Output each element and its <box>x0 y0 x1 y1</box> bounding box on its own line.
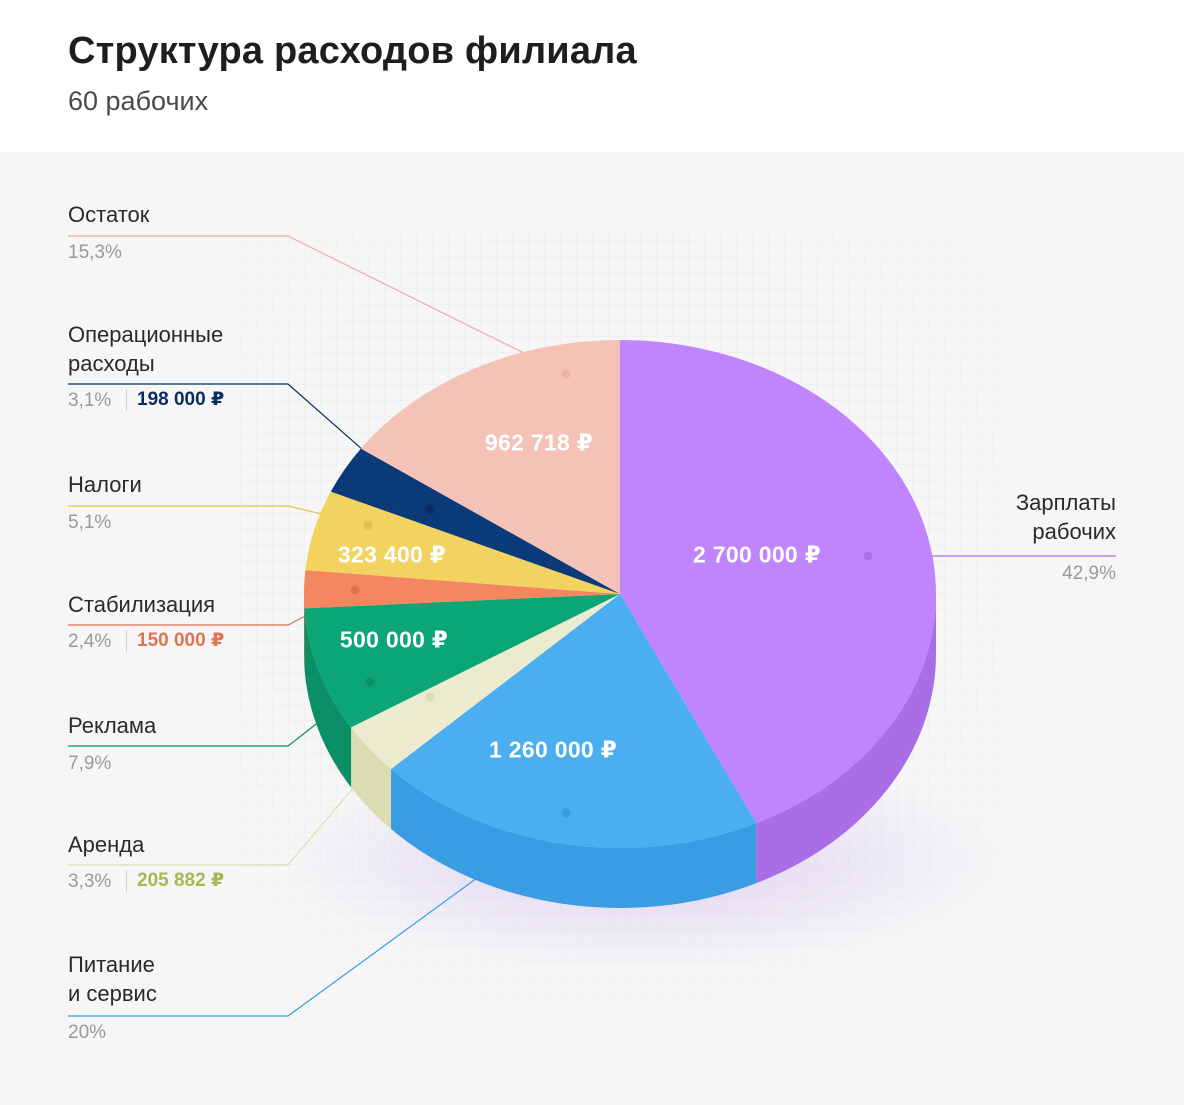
label-reklama: Реклама <box>68 713 157 738</box>
label-ostatok: Остаток <box>68 202 150 227</box>
pie-slice-stabilizaciya <box>304 570 620 609</box>
slice-value-zarplaty: 2 700 000 ₽ <box>692 541 822 568</box>
percent-pitanie: 20% <box>68 1022 107 1043</box>
label-stabilizaciya: Стабилизация <box>68 592 216 617</box>
leader-dot-zarplaty <box>863 551 873 561</box>
amount-stabilizaciya: 150 000 ₽ <box>126 630 224 652</box>
pie-slices <box>304 340 936 848</box>
slice-value-nalogi: 323 400 ₽ <box>337 541 447 568</box>
percent-stabilizaciya: 2,4% <box>68 631 112 652</box>
percent-arenda: 3,3% <box>68 871 112 892</box>
chart-subtitle: 60 рабочих <box>68 86 209 116</box>
leader-dots <box>350 369 873 818</box>
leader-dot-operacionnye <box>425 504 435 514</box>
pie-side-pitanie <box>391 769 757 908</box>
leader-line-pitanie <box>68 812 567 1017</box>
pie-sides <box>304 594 936 908</box>
label-pitanie: Питание и сервис <box>68 952 157 1006</box>
slice-value-reklama: 500 000 ₽ <box>339 626 449 653</box>
leader-dot-ostatok <box>561 369 571 379</box>
label-operacionnye: Операционные расходы <box>68 322 224 376</box>
percent-nalogi: 5,1% <box>68 512 112 533</box>
percent-reklama: 7,9% <box>68 753 112 774</box>
leader-dot-pitanie <box>561 808 571 818</box>
percent-zarplaty: 42,9% <box>1062 563 1116 584</box>
pie-slice-operacionnye <box>330 448 620 594</box>
pie-slice-zarplaty <box>620 340 936 824</box>
leader-dot-stabilizaciya <box>350 585 360 595</box>
pie-side-stabilizaciya <box>304 594 305 669</box>
percent-operacionnye: 3,1% <box>68 390 112 411</box>
chart-title: Структура расходов филиала <box>68 30 637 72</box>
leader-line-ostatok <box>68 235 567 375</box>
header: Структура расходов филиала 60 рабочих <box>0 0 1184 152</box>
pie-slice-pitanie <box>391 594 757 848</box>
slice-value-ostatok: 962 718 ₽ <box>484 429 594 456</box>
leader-dot-reklama <box>365 677 375 687</box>
pie-side-zarplaty <box>756 594 936 884</box>
label-nalogi: Налоги <box>68 472 142 497</box>
leader-dot-nalogi <box>363 520 373 530</box>
pie-slice-ostatok <box>360 340 620 594</box>
label-zarplaty: Зарплаты рабочих <box>1015 490 1116 544</box>
pie-slice-reklama <box>304 594 620 728</box>
pie-side-reklama <box>304 608 352 788</box>
pie-slice-nalogi <box>305 491 620 594</box>
amount-operacionnye: 198 000 ₽ <box>126 389 224 411</box>
slice-value-pitanie: 1 260 000 ₽ <box>488 736 618 763</box>
pie-slice-arenda <box>351 594 620 770</box>
pie-side-arenda <box>351 727 392 830</box>
percent-ostatok: 15,3% <box>68 242 122 263</box>
label-arenda: Аренда <box>68 832 145 857</box>
amount-arenda: 205 882 ₽ <box>126 870 224 892</box>
leader-dot-arenda <box>425 692 435 702</box>
